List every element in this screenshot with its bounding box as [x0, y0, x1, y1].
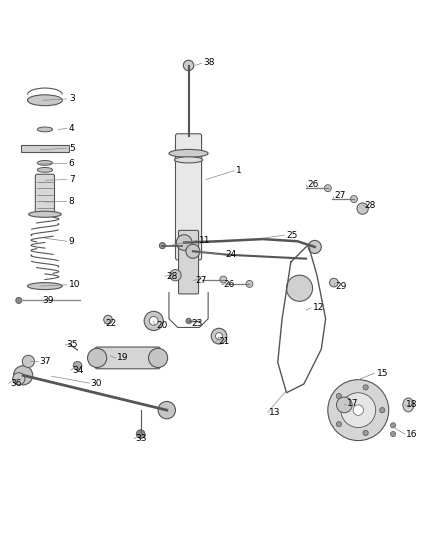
Circle shape — [13, 373, 25, 385]
Text: 6: 6 — [69, 159, 74, 168]
Circle shape — [341, 393, 376, 427]
Circle shape — [148, 349, 168, 367]
Ellipse shape — [28, 211, 61, 217]
Text: 19: 19 — [117, 353, 128, 362]
Text: 10: 10 — [69, 280, 80, 289]
Text: 25: 25 — [286, 231, 298, 240]
Text: 27: 27 — [195, 276, 206, 285]
Text: 21: 21 — [218, 337, 230, 346]
Text: 7: 7 — [69, 175, 74, 184]
Circle shape — [88, 349, 107, 367]
Ellipse shape — [37, 127, 53, 132]
FancyBboxPatch shape — [21, 144, 69, 152]
Text: 23: 23 — [191, 319, 203, 328]
Circle shape — [350, 196, 357, 203]
Circle shape — [149, 317, 158, 325]
Circle shape — [73, 361, 82, 370]
Text: 22: 22 — [106, 319, 117, 328]
Circle shape — [220, 276, 227, 283]
Circle shape — [336, 422, 342, 427]
FancyBboxPatch shape — [179, 230, 198, 294]
Text: 9: 9 — [69, 237, 74, 246]
Text: 8: 8 — [69, 197, 74, 206]
Ellipse shape — [403, 398, 414, 412]
Circle shape — [184, 60, 194, 71]
Text: 13: 13 — [269, 408, 281, 417]
Circle shape — [211, 328, 227, 344]
Circle shape — [391, 431, 396, 437]
Circle shape — [329, 278, 338, 287]
Text: 28: 28 — [365, 201, 376, 210]
Text: 30: 30 — [91, 378, 102, 387]
Text: 18: 18 — [406, 400, 418, 409]
FancyBboxPatch shape — [95, 347, 160, 369]
Text: 24: 24 — [226, 251, 237, 259]
Circle shape — [353, 405, 364, 415]
Ellipse shape — [37, 167, 53, 172]
Circle shape — [186, 318, 191, 324]
Circle shape — [104, 315, 113, 324]
Circle shape — [177, 235, 192, 251]
Text: 17: 17 — [347, 399, 359, 408]
Circle shape — [286, 275, 313, 301]
Circle shape — [144, 311, 163, 330]
Ellipse shape — [169, 149, 208, 157]
Circle shape — [391, 423, 396, 428]
Circle shape — [328, 379, 389, 441]
Circle shape — [363, 385, 368, 390]
Text: 36: 36 — [10, 378, 21, 387]
Circle shape — [380, 408, 385, 413]
Text: 33: 33 — [135, 434, 147, 443]
Circle shape — [22, 356, 35, 367]
Ellipse shape — [174, 157, 203, 163]
Text: 27: 27 — [334, 191, 346, 200]
Circle shape — [16, 297, 22, 303]
Text: 26: 26 — [307, 180, 319, 189]
Circle shape — [14, 366, 33, 385]
Circle shape — [170, 270, 181, 281]
Text: 28: 28 — [167, 272, 178, 280]
Text: 20: 20 — [156, 321, 167, 330]
Text: 37: 37 — [40, 357, 51, 366]
Ellipse shape — [28, 282, 62, 289]
Text: 39: 39 — [43, 296, 54, 305]
Text: 1: 1 — [237, 166, 242, 175]
Circle shape — [158, 401, 176, 419]
Circle shape — [357, 203, 368, 214]
Circle shape — [336, 393, 342, 399]
Text: 12: 12 — [313, 303, 324, 312]
FancyBboxPatch shape — [35, 174, 54, 213]
Circle shape — [246, 280, 253, 287]
Text: 38: 38 — [204, 58, 215, 67]
Circle shape — [324, 184, 331, 192]
Text: 16: 16 — [406, 430, 418, 439]
Ellipse shape — [28, 95, 62, 106]
Circle shape — [215, 333, 223, 340]
Text: 3: 3 — [69, 94, 74, 103]
FancyBboxPatch shape — [176, 134, 201, 260]
Text: 11: 11 — [199, 236, 211, 245]
Text: 29: 29 — [336, 282, 347, 292]
Text: 5: 5 — [69, 143, 74, 152]
Ellipse shape — [37, 160, 53, 165]
Text: 26: 26 — [223, 280, 235, 289]
Text: 4: 4 — [69, 124, 74, 133]
Circle shape — [336, 397, 352, 413]
Circle shape — [159, 243, 166, 249]
Circle shape — [308, 240, 321, 254]
Text: 15: 15 — [377, 369, 388, 377]
Circle shape — [136, 430, 145, 439]
Text: 35: 35 — [67, 341, 78, 349]
Text: 34: 34 — [72, 366, 84, 375]
Circle shape — [186, 244, 200, 258]
Circle shape — [363, 430, 368, 435]
